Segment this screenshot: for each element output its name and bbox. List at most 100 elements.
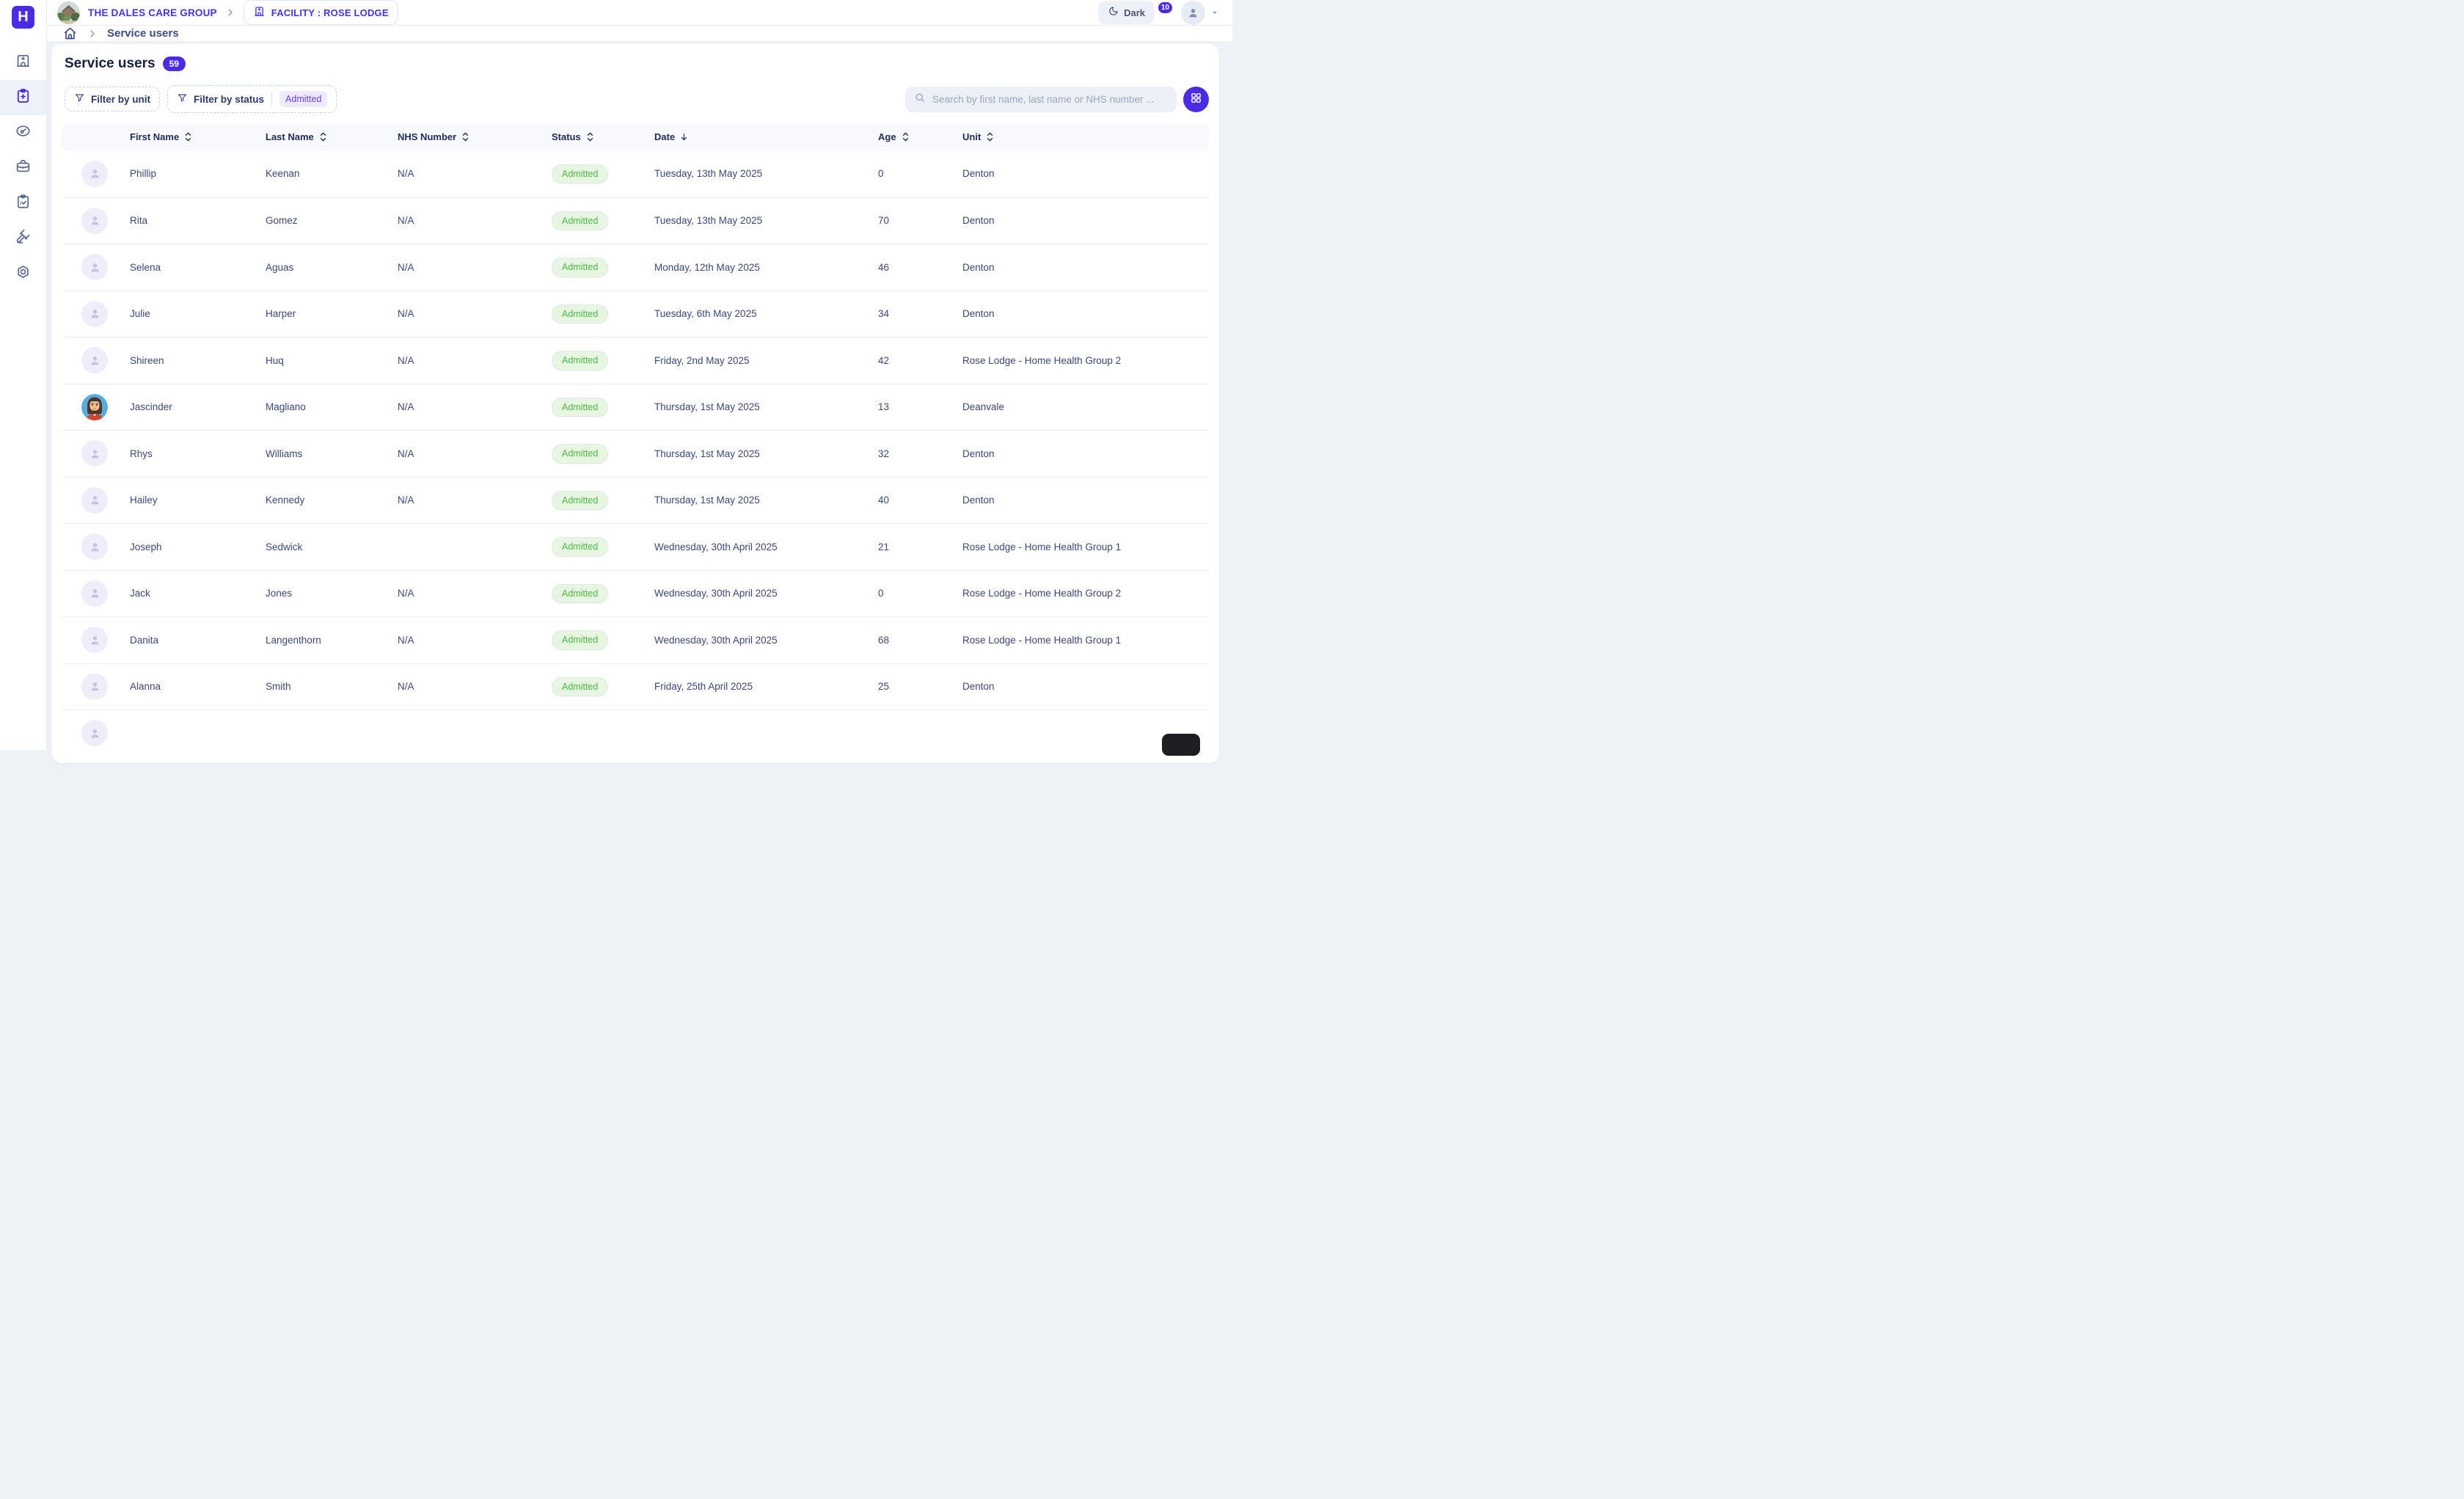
- cell-unit: Denton: [962, 681, 995, 693]
- filter-by-status-button[interactable]: Filter by status Admitted: [167, 85, 337, 113]
- cell-nhs-number: N/A: [398, 308, 414, 320]
- count-badge: 59: [162, 56, 186, 71]
- header-cell-nhs-number[interactable]: NHS Number: [395, 131, 549, 142]
- header-cell-last-name[interactable]: Last Name: [263, 131, 395, 142]
- row-avatar: [62, 347, 128, 374]
- cell-date: Tuesday, 13th May 2025: [654, 168, 763, 180]
- sort-toggle-icon: [184, 131, 192, 142]
- sidebar-item-tasks[interactable]: [0, 186, 46, 221]
- cell-status: Admitted: [549, 351, 652, 371]
- sidebar-item-service-users[interactable]: [0, 80, 46, 115]
- cell-nhs-number: N/A: [398, 401, 414, 413]
- column-label: Status: [552, 131, 581, 142]
- table-row[interactable]: Phillip Keenan N/A Admitted Tuesday, 13th Ma…: [62, 150, 1209, 197]
- cell-date: Tuesday, 13th May 2025: [654, 215, 763, 227]
- table-row[interactable]: Julie Harper N/A Admitted Tuesday, 6th May 2…: [62, 290, 1209, 337]
- org-name[interactable]: THE DALES CARE GROUP: [88, 7, 217, 18]
- row-avatar: [62, 207, 128, 234]
- header-cell-date[interactable]: Date: [652, 131, 876, 142]
- cell-age: 21: [878, 541, 890, 552]
- sort-toggle-icon: [319, 131, 327, 142]
- cell-nhs-number: N/A: [398, 588, 414, 599]
- cell-age: 34: [878, 308, 890, 320]
- cell-last-name: Keenan: [266, 168, 300, 180]
- header-cell-age[interactable]: Age: [876, 131, 960, 142]
- cell-first-name: Joseph: [130, 541, 162, 552]
- cell-age: 32: [878, 448, 890, 459]
- header-cell-status[interactable]: Status: [549, 131, 652, 142]
- cell-nhs-number: N/A: [398, 448, 414, 459]
- table-row[interactable]: Alanna Smith N/A Admitted Friday, 25th April…: [62, 663, 1209, 710]
- cell-status: Admitted: [549, 444, 652, 464]
- breadcrumb-home[interactable]: [62, 26, 78, 41]
- table-row[interactable]: Rhys Williams N/A Admitted Thursday, 1st May…: [62, 430, 1209, 477]
- table-row[interactable]: Selena Aguas N/A Admitted Monday, 12th May 2…: [62, 244, 1209, 291]
- table-row[interactable]: Shireen Huq N/A Admitted Friday, 2nd May 202…: [62, 337, 1209, 384]
- cell-last-name: Jones: [266, 588, 293, 599]
- cell-unit: Rose Lodge - Home Health Group 2: [962, 588, 1122, 599]
- facility-selector-button[interactable]: FACILITY : ROSE LODGE: [243, 0, 398, 25]
- sidebar-item-settings[interactable]: [0, 256, 46, 291]
- divider: [271, 92, 273, 106]
- page-title: Service users: [65, 56, 156, 71]
- header-cell-first-name[interactable]: First Name: [128, 131, 263, 142]
- cell-status: Admitted: [549, 583, 652, 603]
- dark-mode-toggle[interactable]: Dark: [1098, 1, 1155, 24]
- cell-nhs-number: N/A: [398, 634, 414, 646]
- sidebar-item-dashboard[interactable]: [0, 115, 46, 150]
- sidebar-item-governance[interactable]: [0, 221, 46, 256]
- table-row[interactable]: Rita Gomez N/A Admitted Tuesday, 13th May 20…: [62, 197, 1209, 244]
- table-row-partial[interactable]: [62, 710, 1209, 756]
- column-label: Last Name: [266, 131, 314, 142]
- filter-by-unit-button[interactable]: Filter by unit: [65, 87, 160, 112]
- notification-count-badge: 10: [1156, 1, 1174, 15]
- sidebar-item-facility[interactable]: [0, 45, 46, 80]
- search-icon: [914, 92, 926, 107]
- table-row[interactable]: Jascinder Magliano N/A Admitted Thursday, 1s…: [62, 383, 1209, 430]
- cell-status: Admitted: [549, 676, 652, 696]
- cell-unit: Rose Lodge - Home Health Group 2: [962, 354, 1122, 366]
- user-menu[interactable]: [1181, 0, 1219, 25]
- row-avatar: [62, 720, 128, 747]
- grid-view-button[interactable]: [1183, 86, 1209, 112]
- header-cell-unit[interactable]: Unit: [960, 131, 1209, 142]
- search-input[interactable]: [932, 93, 1168, 105]
- cell-first-name: Rhys: [130, 448, 153, 459]
- cell-last-name: Sedwick: [266, 541, 303, 552]
- cell-first-name: Shireen: [130, 354, 164, 366]
- cell-first-name: Phillip: [130, 168, 157, 180]
- table-toolbar: Filter by unit Filter by status Admitted: [62, 85, 1209, 113]
- person-icon: [81, 580, 108, 607]
- dark-toggle-label: Dark: [1124, 7, 1145, 18]
- status-badge: Admitted: [552, 583, 609, 603]
- table-row[interactable]: Hailey Kennedy N/A Admitted Thursday, 1st Ma…: [62, 476, 1209, 523]
- cell-unit: Denton: [962, 308, 995, 320]
- hospital-icon: [15, 52, 32, 73]
- search-box[interactable]: [905, 86, 1177, 112]
- cell-date: Thursday, 1st May 2025: [654, 448, 760, 459]
- cell-unit: Denton: [962, 448, 995, 459]
- status-badge: Admitted: [552, 304, 609, 324]
- row-avatar: [62, 533, 128, 561]
- table-row[interactable]: Jack Jones N/A Admitted Wednesday, 30th Apri…: [62, 569, 1209, 616]
- cell-date: Thursday, 1st May 2025: [654, 401, 760, 413]
- breadcrumb-current[interactable]: Service users: [107, 27, 179, 40]
- table-row[interactable]: Joseph Sedwick Admitted Wednesday, 30th Apr…: [62, 523, 1209, 570]
- cell-last-name: Harper: [266, 308, 296, 320]
- app-logo[interactable]: H: [12, 6, 34, 29]
- person-icon: [81, 720, 108, 747]
- row-avatar: [62, 673, 128, 700]
- sidebar-item-workforce[interactable]: [0, 150, 46, 186]
- table-row[interactable]: Danita Langenthorn N/A Admitted Wednesday, 3…: [62, 616, 1209, 663]
- cell-status: Admitted: [549, 537, 652, 557]
- cell-status: Admitted: [549, 397, 652, 417]
- row-avatar: [62, 300, 128, 327]
- cell-age: 0: [878, 168, 884, 180]
- status-badge: Admitted: [552, 444, 609, 464]
- facility-photo-avatar[interactable]: [57, 1, 80, 24]
- bottom-right-widget[interactable]: [1162, 734, 1200, 756]
- cell-unit: Denton: [962, 168, 995, 180]
- org-breadcrumb: THE DALES CARE GROUP FACILITY : ROSE LOD…: [57, 0, 398, 25]
- person-icon: [81, 440, 108, 467]
- cell-unit: Rose Lodge - Home Health Group 1: [962, 634, 1122, 646]
